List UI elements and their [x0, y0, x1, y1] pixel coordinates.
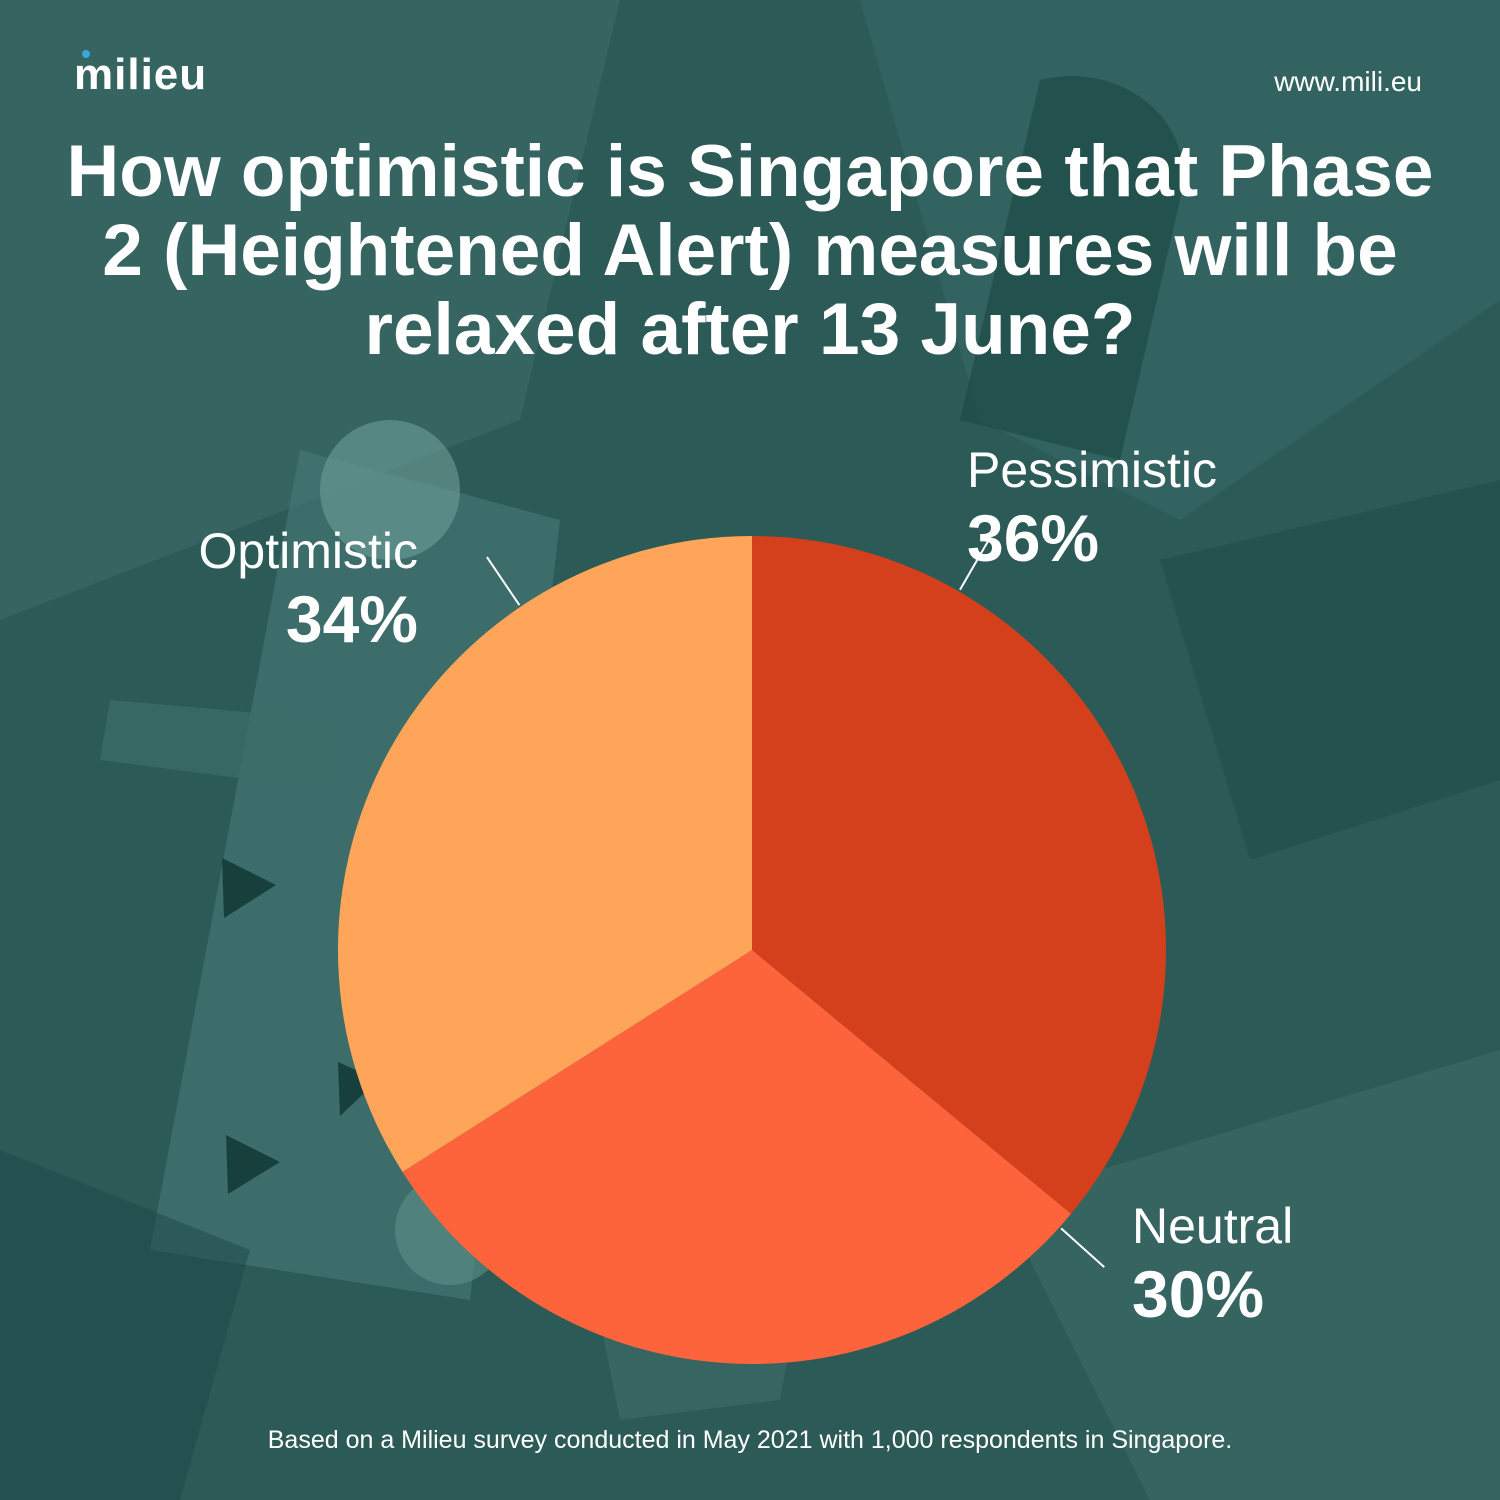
pie-slice-pessimistic — [752, 536, 1166, 1214]
slice-value-neutral: 30% — [1132, 1257, 1264, 1331]
slice-label-neutral: Neutral — [1132, 1198, 1293, 1254]
slice-label-pessimistic: Pessimistic — [967, 442, 1217, 498]
website-link[interactable]: www.mili.eu — [1274, 66, 1422, 97]
footnote: Based on a Milieu survey conducted in Ma… — [267, 1426, 1233, 1454]
leader-line-optimistic — [486, 556, 521, 606]
leader-line-neutral — [1060, 1227, 1105, 1268]
slice-label-optimistic: Optimistic — [199, 523, 418, 579]
slice-value-pessimistic: 36% — [967, 501, 1099, 575]
pie-slice-optimistic — [338, 536, 752, 1172]
leader-line-pessimistic — [959, 539, 990, 591]
milieu-logo: milieu — [74, 50, 208, 99]
slice-value-optimistic: 34% — [286, 582, 418, 656]
pie-slice-neutral — [402, 950, 1071, 1364]
chart-title: How optimistic is Singapore that Phase 2… — [66, 131, 1434, 370]
logo-dot-icon — [82, 50, 90, 58]
